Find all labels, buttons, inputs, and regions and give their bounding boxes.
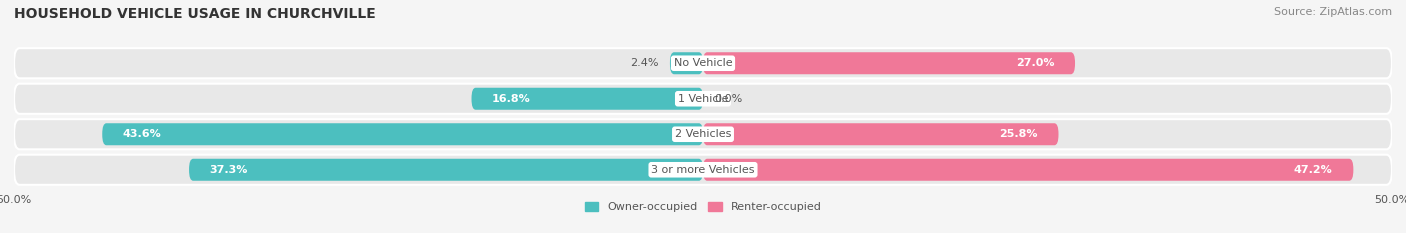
FancyBboxPatch shape — [103, 123, 703, 145]
Text: No Vehicle: No Vehicle — [673, 58, 733, 68]
Text: 16.8%: 16.8% — [492, 94, 531, 104]
Text: 2 Vehicles: 2 Vehicles — [675, 129, 731, 139]
FancyBboxPatch shape — [14, 155, 1392, 185]
Text: 2.4%: 2.4% — [630, 58, 659, 68]
Text: 27.0%: 27.0% — [1017, 58, 1054, 68]
Text: HOUSEHOLD VEHICLE USAGE IN CHURCHVILLE: HOUSEHOLD VEHICLE USAGE IN CHURCHVILLE — [14, 7, 375, 21]
FancyBboxPatch shape — [14, 84, 1392, 114]
Text: Source: ZipAtlas.com: Source: ZipAtlas.com — [1274, 7, 1392, 17]
FancyBboxPatch shape — [14, 119, 1392, 149]
Text: 25.8%: 25.8% — [1000, 129, 1038, 139]
FancyBboxPatch shape — [471, 88, 703, 110]
FancyBboxPatch shape — [703, 52, 1076, 74]
FancyBboxPatch shape — [188, 159, 703, 181]
Text: 37.3%: 37.3% — [209, 165, 247, 175]
FancyBboxPatch shape — [14, 48, 1392, 78]
Legend: Owner-occupied, Renter-occupied: Owner-occupied, Renter-occupied — [585, 202, 821, 212]
FancyBboxPatch shape — [703, 123, 1059, 145]
Text: 43.6%: 43.6% — [122, 129, 162, 139]
FancyBboxPatch shape — [669, 52, 703, 74]
FancyBboxPatch shape — [703, 159, 1354, 181]
Text: 3 or more Vehicles: 3 or more Vehicles — [651, 165, 755, 175]
Text: 0.0%: 0.0% — [714, 94, 742, 104]
Text: 1 Vehicle: 1 Vehicle — [678, 94, 728, 104]
Text: 47.2%: 47.2% — [1294, 165, 1333, 175]
